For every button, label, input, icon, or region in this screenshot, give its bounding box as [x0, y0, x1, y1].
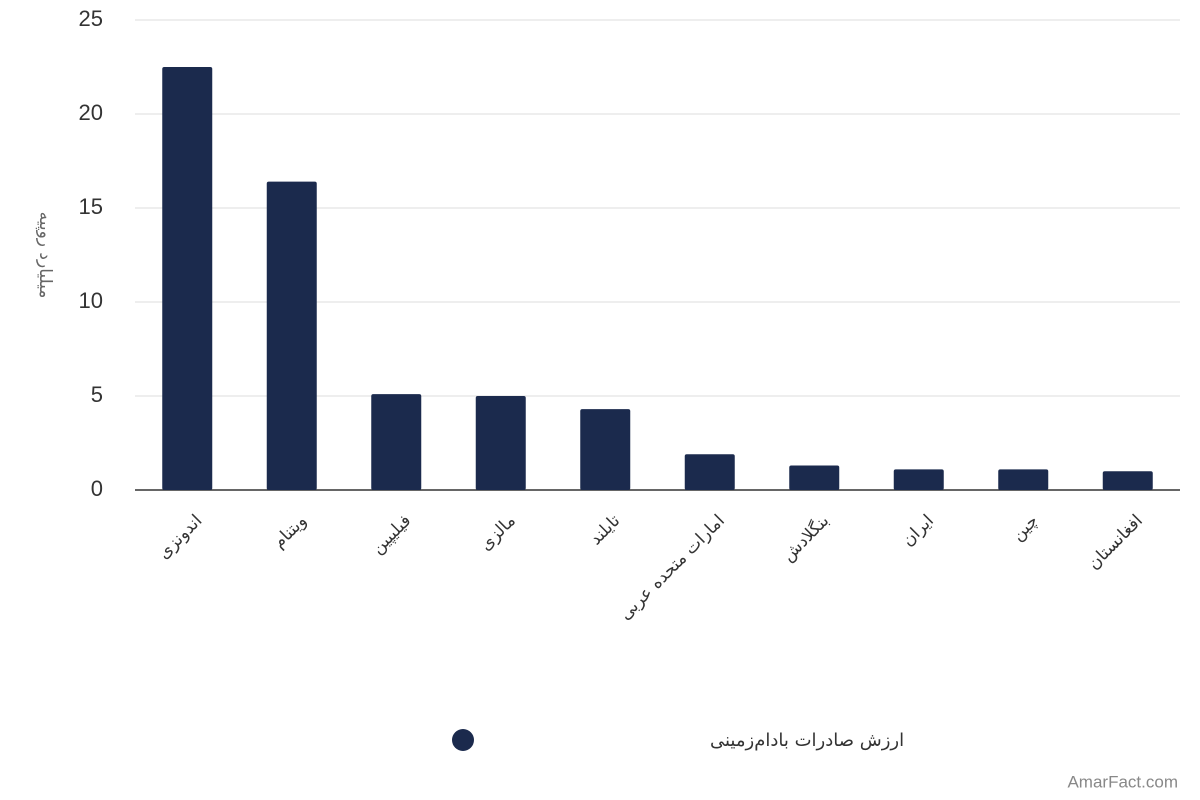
legend-marker	[452, 729, 474, 751]
watermark: AmarFact.com	[1067, 772, 1178, 791]
x-tick-label: مالزی	[476, 511, 520, 555]
x-tick-label: چین	[1008, 511, 1042, 545]
y-tick-label: 10	[79, 288, 103, 313]
x-tick-label: تایلند	[586, 511, 625, 550]
bar	[789, 465, 840, 490]
x-tick-label: امارات متحده عربی	[616, 511, 729, 624]
x-tick-label: ایران	[898, 511, 938, 551]
bar	[1102, 471, 1153, 490]
legend-label: ارزش صادرات بادام‌زمینی	[710, 730, 904, 751]
x-tick-label: ویتنام	[269, 511, 311, 553]
y-tick-label: 0	[91, 476, 103, 501]
bar	[162, 67, 213, 490]
x-tick-label: اندونزی	[154, 511, 206, 563]
y-tick-label: 25	[79, 6, 103, 31]
bar	[998, 469, 1049, 490]
bar	[266, 181, 317, 490]
x-tick-label: افغانستان	[1084, 511, 1147, 574]
bar	[371, 394, 422, 490]
y-tick-label: 15	[79, 194, 103, 219]
x-tick-label: بنگلادش	[778, 510, 834, 566]
bar	[684, 454, 735, 490]
bar	[475, 396, 526, 490]
bar	[893, 469, 944, 490]
y-tick-label: 5	[91, 382, 103, 407]
bar	[580, 409, 631, 490]
x-tick-label: فیلیپین	[368, 511, 416, 559]
y-tick-label: 20	[79, 100, 103, 125]
y-axis-label: میلیارد روپیه	[35, 212, 55, 299]
